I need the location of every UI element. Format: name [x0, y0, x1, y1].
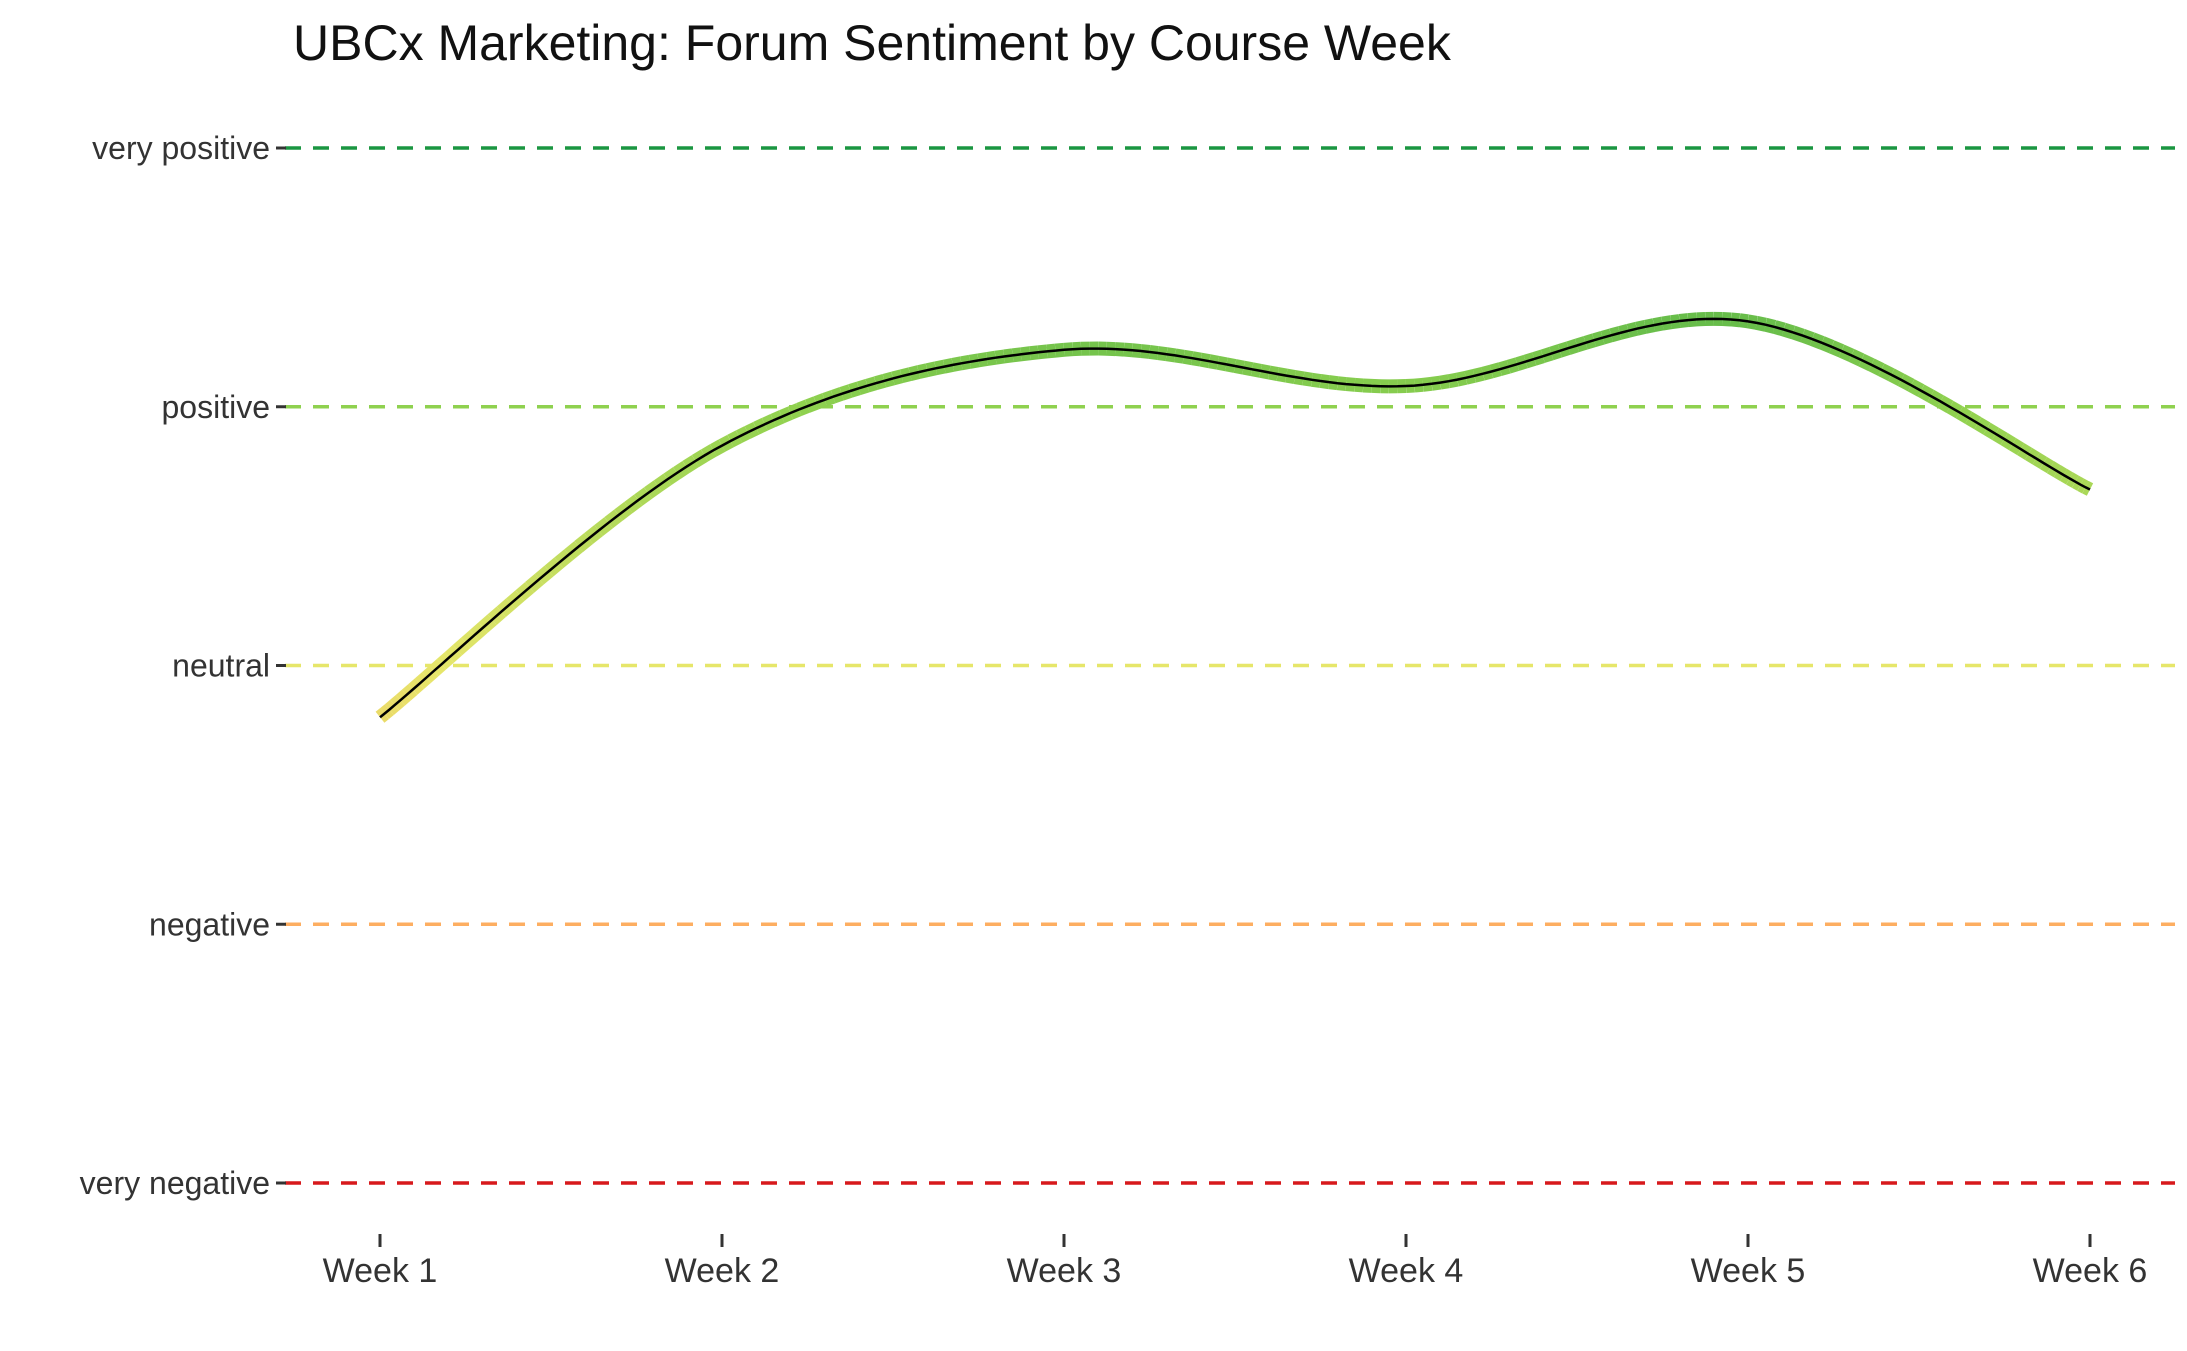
x-tick-label: Week 2: [665, 1252, 780, 1290]
sentiment-line-layer: [375, 311, 2094, 723]
data-point: [2088, 488, 2092, 492]
y-tick-label: neutral: [172, 648, 270, 684]
x-axis: Week 1 Week 2 Week 3 Week 4 Week 5 Week 6: [323, 1234, 2148, 1290]
chart-title: UBCx Marketing: Forum Sentiment by Cours…: [293, 15, 1452, 71]
x-tick-label: Week 5: [1691, 1252, 1806, 1290]
data-point: [1062, 348, 1066, 352]
data-point: [720, 444, 724, 448]
y-axis: very negative negative neutral positive very…: [80, 130, 286, 1201]
x-tick-label: Week 6: [2033, 1252, 2148, 1290]
y-tick-label: very negative: [80, 1165, 270, 1201]
sentiment-band: [375, 311, 2094, 723]
x-tick-label: Week 3: [1007, 1252, 1122, 1290]
data-point: [1404, 384, 1408, 388]
y-tick-label: very positive: [92, 130, 270, 166]
y-tick-label: positive: [162, 389, 271, 425]
sentiment-line: [379, 317, 2091, 719]
gridlines: [285, 146, 2175, 1185]
x-tick-label: Week 4: [1349, 1252, 1464, 1290]
data-point: [1746, 319, 1750, 323]
data-point: [378, 715, 382, 719]
y-tick-label: negative: [149, 906, 270, 942]
x-tick-label: Week 1: [323, 1252, 438, 1290]
